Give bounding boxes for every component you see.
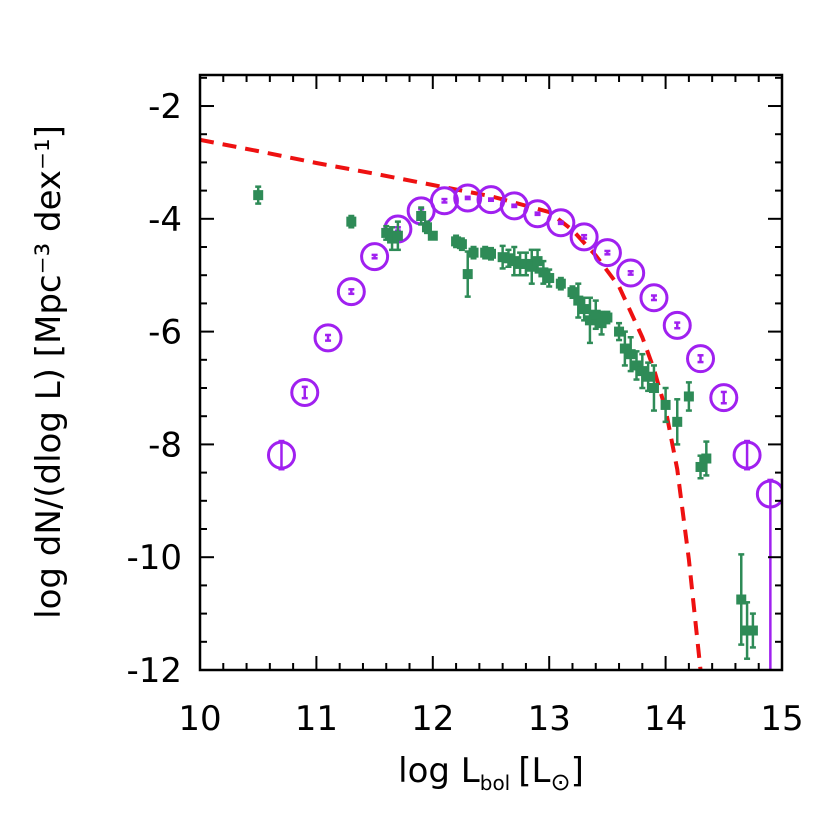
x-tick-label: 13 (528, 699, 571, 739)
data-point (346, 216, 357, 227)
data-point (392, 230, 403, 241)
data-point (614, 326, 625, 337)
data-point (456, 239, 467, 250)
data-point (515, 258, 526, 269)
data-point (584, 315, 595, 326)
data-point (503, 253, 514, 264)
data-point (747, 625, 758, 636)
y-tick-label: -12 (126, 651, 182, 691)
y-tick-label: -4 (148, 200, 182, 240)
data-point (509, 256, 520, 267)
data-point (266, 440, 296, 470)
data-point (590, 309, 601, 320)
data-point (520, 258, 531, 269)
data-point (555, 278, 566, 289)
data-point (701, 453, 712, 464)
data-point (625, 349, 636, 360)
data-point (755, 479, 782, 509)
x-tick-label: 10 (178, 699, 221, 739)
plot-area (200, 137, 782, 670)
data-point (709, 383, 739, 413)
x-label-sub: bol (480, 771, 511, 795)
y-tick-label: -8 (148, 425, 182, 465)
data-point (686, 344, 716, 374)
data-point (427, 230, 438, 241)
y-tick-label: -6 (148, 313, 182, 353)
data-point (592, 238, 622, 268)
data-point (672, 416, 683, 427)
data-point (453, 183, 483, 213)
data-point (695, 461, 706, 472)
data-point (742, 625, 753, 636)
data-point (462, 269, 473, 280)
x-tick-label: 12 (411, 699, 454, 739)
data-point (573, 295, 584, 306)
data-point (648, 383, 659, 394)
data-point (429, 186, 459, 216)
data-point (381, 227, 392, 238)
data-point (546, 208, 576, 238)
data-point (579, 304, 590, 315)
data-point (662, 310, 692, 340)
data-point (421, 222, 432, 233)
y-tick-label: -2 (148, 87, 182, 127)
data-point (567, 287, 578, 298)
data-point (683, 391, 694, 402)
data-point (637, 366, 648, 377)
y-tick-label: -10 (126, 538, 182, 578)
x-tick-label: 11 (295, 699, 338, 739)
data-point (387, 233, 398, 244)
data-point (602, 312, 613, 323)
data-point (468, 247, 479, 258)
x-label-unit-close: ] (571, 751, 584, 791)
data-point (639, 283, 669, 313)
data-point (336, 277, 366, 307)
data-point (253, 190, 264, 201)
data-point (596, 318, 607, 329)
data-point (526, 261, 537, 272)
data-point (313, 323, 343, 353)
x-axis-label: log Lbol [L⊙] (398, 751, 584, 796)
data-point (532, 256, 543, 267)
y-axis-label: log dN/(dlog L) [Mpc⁻³ dex⁻¹] (29, 125, 69, 619)
data-point (631, 360, 642, 371)
data-point (736, 594, 747, 605)
data-point (480, 247, 491, 258)
data-point (619, 343, 630, 354)
x-tick-label: 14 (644, 699, 687, 739)
data-point (660, 399, 671, 410)
model-curve (200, 137, 703, 670)
data-point (451, 236, 462, 247)
data-point (616, 258, 646, 288)
x-label-unit: [L (518, 751, 550, 791)
data-point (497, 252, 508, 263)
x-label-main: log L (398, 751, 480, 791)
data-point (538, 267, 549, 278)
data-point (732, 440, 762, 470)
data-point (544, 273, 555, 284)
x-tick-label: 15 (760, 699, 803, 739)
data-point (360, 242, 390, 272)
data-point (486, 248, 496, 259)
frame (198, 73, 784, 672)
data-point (416, 210, 427, 221)
data-point (643, 371, 654, 382)
data-point (290, 378, 320, 408)
x-label-unit-sub: ⊙ (550, 768, 570, 796)
data-point (569, 222, 599, 252)
